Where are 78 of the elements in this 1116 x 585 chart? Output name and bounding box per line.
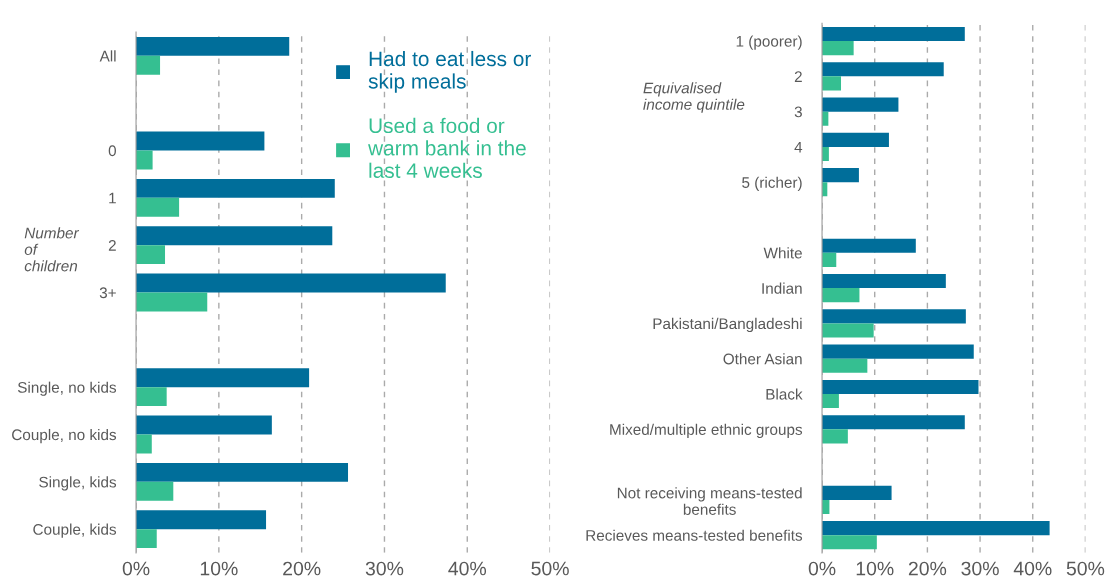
text: Number of children xyxy=(24,227,80,272)
bar xyxy=(136,245,166,265)
bar xyxy=(822,252,837,267)
bar xyxy=(136,462,349,482)
bar xyxy=(822,238,916,253)
x-tick-label: 50% xyxy=(531,561,569,576)
bar xyxy=(136,55,161,75)
bar xyxy=(136,415,272,435)
bar xyxy=(822,323,874,338)
y-tick-label: 1 (poorer) xyxy=(736,35,802,50)
x-tick-label: 50% xyxy=(1066,561,1105,576)
y-tick-label: White xyxy=(763,247,802,259)
x-tick-label: 0% xyxy=(808,561,836,576)
bar xyxy=(822,132,889,147)
y-tick-label: 4 xyxy=(794,141,803,153)
bar xyxy=(822,288,860,303)
bar xyxy=(822,26,965,42)
bar xyxy=(822,62,944,77)
y-tick-label: All xyxy=(99,50,116,62)
y-tick-label: Mixed/multiple ethnic groups xyxy=(610,423,803,438)
bar xyxy=(136,131,265,151)
bar xyxy=(822,344,974,359)
x-tick-label: 40% xyxy=(1013,561,1052,576)
bar xyxy=(822,429,848,444)
bar xyxy=(136,273,446,293)
x-tick-label: 40% xyxy=(448,561,487,576)
text: Equivalised income quintile xyxy=(643,82,745,113)
bar xyxy=(822,379,979,394)
bar xyxy=(136,481,174,501)
y-tick-label: 3 xyxy=(794,106,802,118)
legend-label: Had to eat less or skip meals xyxy=(368,50,531,93)
y-tick-label: Couple, kids xyxy=(33,523,117,538)
x-tick-label: 10% xyxy=(856,561,894,576)
bar xyxy=(822,521,1050,536)
bar xyxy=(822,394,839,409)
bar xyxy=(136,178,335,198)
bar xyxy=(136,434,152,454)
y-tick-label: Single, no kids xyxy=(17,381,117,396)
x-tick-label: 10% xyxy=(200,561,238,576)
y-tick-label: Other Asian xyxy=(723,353,802,365)
y-tick-label: Indian xyxy=(762,282,802,294)
y-tick-label: Not receiving means-tested benefits xyxy=(617,487,802,515)
bar xyxy=(822,273,946,289)
bar xyxy=(822,415,965,430)
y-tick-label: Pakistani/Bangladeshi xyxy=(653,317,802,333)
x-tick-label: 20% xyxy=(283,561,321,576)
y-tick-label: Recieves means-tested benefits xyxy=(586,529,803,541)
bar xyxy=(822,309,966,324)
legend-label: Used a food or warm bank in the last 4 weeks xyxy=(368,117,526,178)
x-tick-label: 30% xyxy=(961,561,999,576)
bar xyxy=(822,485,892,500)
bar xyxy=(136,36,290,56)
bar xyxy=(136,368,310,388)
y-tick-label: 1 xyxy=(109,192,116,204)
y-tick-label: 3+ xyxy=(99,287,116,299)
y-tick-label: 5 (richer) xyxy=(742,176,802,191)
y-tick-label: Black xyxy=(766,388,803,400)
bar xyxy=(822,41,854,56)
x-tick-label: 30% xyxy=(365,561,404,576)
bar xyxy=(136,226,333,246)
bar xyxy=(136,529,157,549)
bar xyxy=(822,168,859,183)
bar xyxy=(822,358,868,373)
x-tick-label: 20% xyxy=(908,561,947,576)
x-tick-label: 0% xyxy=(122,561,150,576)
bar xyxy=(136,292,208,312)
bar xyxy=(822,76,842,91)
bar xyxy=(136,197,180,217)
y-tick-label: Couple, no kids xyxy=(12,428,117,444)
y-tick-label: 0 xyxy=(108,145,116,157)
bar xyxy=(822,535,877,550)
y-tick-label: 2 xyxy=(794,71,802,82)
y-tick-label: 2 xyxy=(108,240,116,251)
bar xyxy=(136,150,153,170)
bar xyxy=(136,510,267,530)
bar xyxy=(822,97,899,112)
y-tick-label: Single, kids xyxy=(39,476,117,491)
bar xyxy=(136,387,167,407)
